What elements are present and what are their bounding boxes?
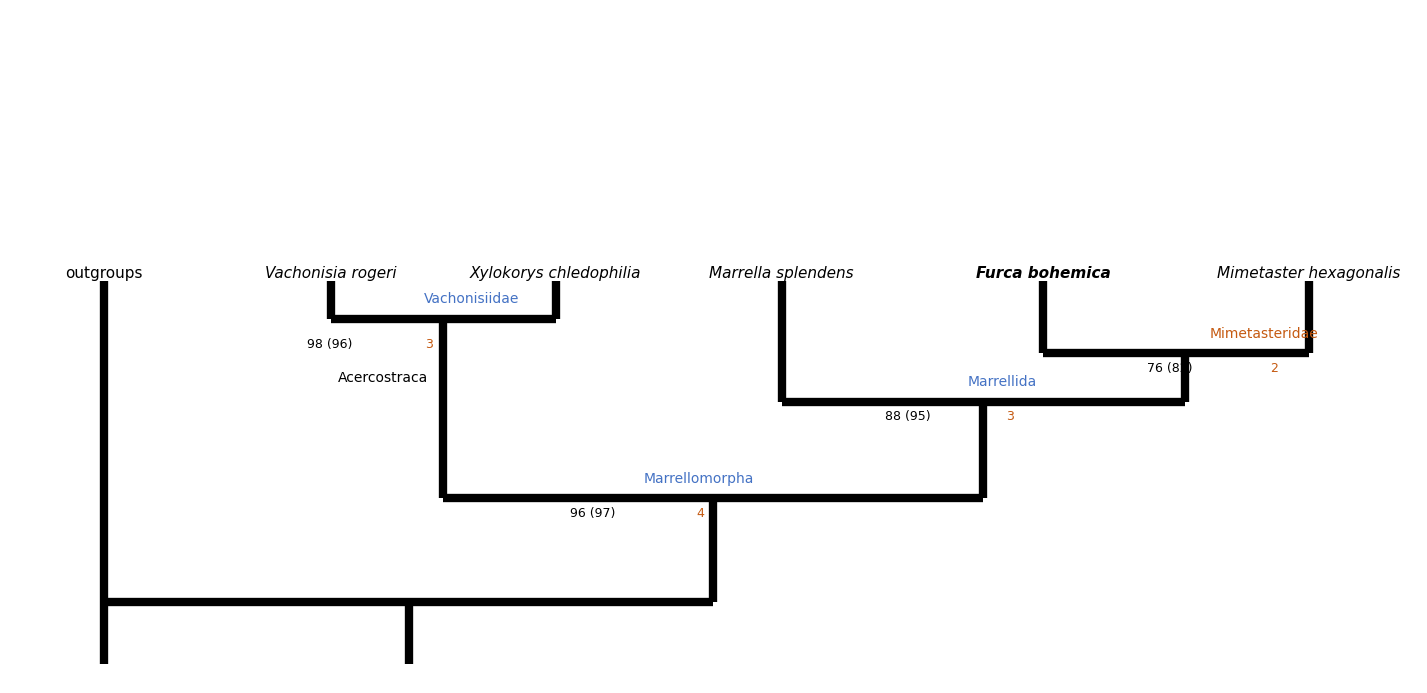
Text: Furca bohemica: Furca bohemica <box>976 266 1110 281</box>
Text: Vachonisia rogeri: Vachonisia rogeri <box>265 266 397 281</box>
Text: Mimetaster hexagonalis: Mimetaster hexagonalis <box>1217 266 1400 281</box>
Text: 88 (95): 88 (95) <box>885 410 930 423</box>
Text: 3: 3 <box>1006 410 1015 423</box>
Text: outgroups: outgroups <box>66 266 143 281</box>
Text: 76 (82): 76 (82) <box>1147 362 1192 375</box>
Text: 4: 4 <box>696 507 704 520</box>
Text: Xylokorys chledophilia: Xylokorys chledophilia <box>469 266 641 281</box>
Text: Marrella splendens: Marrella splendens <box>709 266 853 281</box>
Text: Mimetasteridae: Mimetasteridae <box>1209 327 1319 341</box>
Text: 96 (97): 96 (97) <box>569 507 615 520</box>
Text: Vachonisiidae: Vachonisiidae <box>424 292 519 306</box>
Text: Marrellida: Marrellida <box>968 376 1037 389</box>
Text: Marrellomorpha: Marrellomorpha <box>644 472 753 486</box>
Text: 2: 2 <box>1270 362 1279 375</box>
Text: 3: 3 <box>425 338 432 351</box>
Text: 98 (96): 98 (96) <box>307 338 352 351</box>
Text: Acercostraca: Acercostraca <box>338 371 428 385</box>
